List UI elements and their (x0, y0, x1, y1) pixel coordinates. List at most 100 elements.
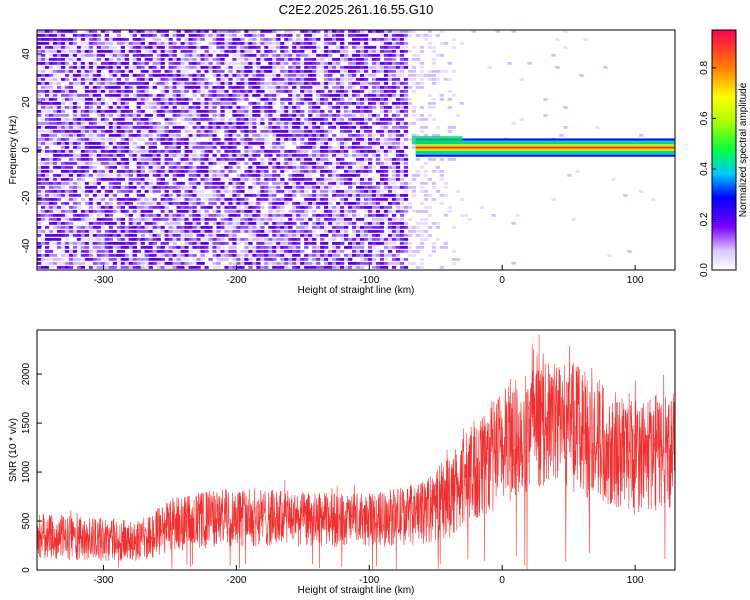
spectrogram-cell (363, 110, 369, 113)
spectrogram-cell (240, 54, 245, 57)
spectrogram-cell (356, 62, 361, 65)
spectrogram-cell (212, 110, 217, 113)
spectrogram-cell (212, 230, 217, 233)
spectrogram-cell (172, 146, 177, 149)
spectrogram-cell (352, 250, 357, 253)
spectrogram-cell (96, 142, 102, 145)
spectrogram-cell (264, 82, 269, 85)
spectrogram-cell (184, 238, 189, 241)
spectrogram-cell (352, 246, 357, 249)
spectrogram-cell (336, 138, 341, 141)
spectrogram-cell (411, 254, 417, 257)
spectrogram-cell (312, 126, 317, 129)
spectrogram-cell (268, 50, 273, 53)
spectrogram-cell (324, 210, 329, 213)
spectrogram-cell (56, 158, 62, 161)
spectrogram-cell (196, 126, 201, 129)
spectrogram-cell (272, 202, 277, 205)
spectrogram-cell (140, 82, 145, 85)
spectrogram-cell (172, 122, 177, 125)
spectrogram-cell (348, 138, 353, 141)
spectrogram-cell (228, 190, 233, 193)
spectrogram-cell (359, 102, 365, 105)
spectrogram-cell (60, 154, 66, 157)
spectrogram-cell (156, 62, 161, 65)
spectrogram-cell (224, 222, 229, 225)
spectrogram-cell (387, 226, 393, 229)
spectrogram-cell (399, 82, 405, 85)
spectrogram-cell (108, 110, 114, 113)
spectrogram-cell (100, 218, 106, 221)
spectrogram-cell (240, 98, 245, 101)
spectrogram-cell (316, 146, 321, 149)
spectrogram-cell (276, 254, 281, 257)
spectrogram-cell (427, 102, 433, 105)
spectrogram-cell (268, 54, 273, 57)
spectrogram-cell (328, 74, 333, 77)
spectrogram-cell (96, 258, 102, 261)
spectrogram-cell (268, 162, 273, 165)
spectrogram-cell (132, 226, 137, 229)
spectrogram-cell (312, 150, 317, 153)
spectrogram-cell (40, 230, 46, 233)
spectrogram-cell (136, 86, 141, 89)
spectrogram-cell (328, 42, 333, 45)
spectrogram-cell (168, 118, 173, 121)
spectrogram-cell (252, 82, 257, 85)
spectrogram-cell (144, 78, 149, 81)
spectrogram-cell (104, 110, 110, 113)
spectrogram-cell (172, 214, 177, 217)
spectrogram-cell (371, 246, 377, 249)
spectrogram-cell (391, 254, 397, 257)
spectrogram-cell (176, 78, 181, 81)
spectrogram-cell (367, 114, 373, 117)
spectrogram-cell (168, 194, 173, 197)
spectrogram-cell (168, 262, 173, 265)
spectrogram-cell (379, 250, 385, 253)
spectrogram-cell (148, 102, 153, 105)
spectrogram-cell (56, 178, 62, 181)
spectrogram-cell (104, 42, 110, 45)
spectrogram-cell (308, 230, 313, 233)
spectrogram-cell (363, 262, 369, 265)
spectrogram-cell (88, 138, 94, 141)
spectrogram-cell (399, 170, 405, 173)
spectrogram-cell (52, 126, 58, 129)
spectrogram-cell (395, 98, 401, 101)
spectrogram-cell (100, 146, 106, 149)
spectrogram-cell (240, 266, 245, 269)
spectrogram-cell (359, 178, 365, 181)
spectrogram-cell (104, 78, 110, 81)
spectrogram-cell (100, 66, 106, 69)
spectrogram-cell (160, 126, 165, 129)
spectrogram-cell (363, 38, 369, 41)
spectrogram-cell (240, 230, 245, 233)
spectrogram-cell (116, 78, 122, 81)
spectrogram-cell (72, 254, 78, 257)
spectrogram-cell (120, 254, 126, 257)
spectrogram-cell (52, 150, 58, 153)
spectrogram-cell (232, 38, 237, 41)
spectrogram-cell (371, 230, 377, 233)
spectrogram-cell (391, 174, 397, 177)
spectrogram-cell (280, 138, 285, 141)
spectrogram-cell (152, 122, 157, 125)
spectrogram-cell (72, 262, 78, 265)
spectrogram-cell (172, 250, 177, 253)
spectrogram-cell (184, 210, 189, 213)
spectrogram-cell (56, 46, 62, 49)
spectrogram-cell (260, 250, 265, 253)
spectrogram-cell (72, 42, 78, 45)
spectrogram-cell (112, 258, 118, 261)
spectrogram-cell (268, 62, 273, 65)
spectrogram-cell (68, 194, 74, 197)
spectrogram-cell (367, 82, 373, 85)
spectrogram-cell (268, 66, 273, 69)
spectrogram-cell (284, 158, 289, 161)
spectrogram-cell (184, 30, 189, 33)
spectrogram-cell (132, 58, 137, 61)
spectrogram-cell (340, 114, 345, 117)
spectrogram-cell (60, 106, 66, 109)
spectrogram-cell (132, 98, 137, 101)
spectrogram-cell (363, 222, 369, 225)
